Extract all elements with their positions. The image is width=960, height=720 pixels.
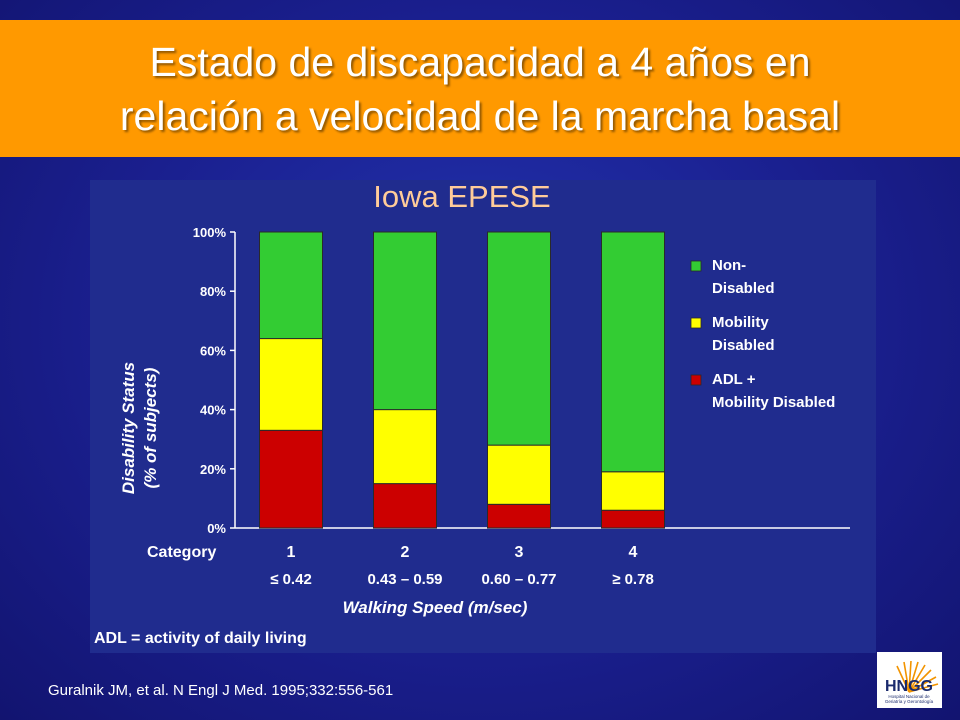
legend-label-line-1: Mobility — [712, 314, 769, 331]
x-category-label: 3 — [515, 544, 524, 561]
y-ticks: 0% 20% 40% 60% 80% 100% — [193, 225, 235, 536]
y-tick-label: 40% — [200, 403, 226, 418]
logo-subtitle-2: Geriatría y Gerontología — [885, 699, 934, 704]
y-tick-label: 20% — [200, 462, 226, 477]
x-range-label: 0.60 – 0.77 — [481, 571, 556, 588]
bar-segment-mobility-disabled-cat-1 — [259, 338, 323, 431]
category-header: Category — [147, 544, 216, 561]
legend-label-line-1: ADL + — [712, 371, 756, 388]
bar-segment-non-disabled-cat-2 — [373, 231, 437, 411]
y-tick-label: 80% — [200, 284, 226, 299]
legend-label-line-2: Disabled — [712, 337, 775, 354]
legend-swatch — [690, 260, 702, 272]
y-axis-label: Disability Status (% of subjects) — [119, 362, 160, 494]
logo-subtitle-1: Hospital Nacional de — [888, 694, 930, 699]
bar-segment-mobility-disabled-cat-3 — [487, 444, 551, 505]
stacked-bar-chart: Iowa EPESE Disability Status (% of subje… — [94, 179, 850, 647]
legend-label-line-2: Mobility Disabled — [712, 394, 835, 411]
legend-swatch — [690, 317, 702, 329]
y-tick-label: 0% — [207, 521, 226, 536]
x-range-label: ≤ 0.42 — [270, 571, 312, 588]
bar-segment-mobility-disabled-cat-2 — [373, 409, 437, 485]
legend-label-line-2: Disabled — [712, 280, 775, 297]
hngg-logo: HNGG Hospital Nacional de Geriatría y Ge… — [877, 652, 942, 708]
chart-panel: Iowa EPESE Disability Status (% of subje… — [90, 179, 876, 653]
bar-segment-non-disabled-cat-4 — [601, 231, 665, 473]
bar-segment-adl-mobility-disabled-cat-1 — [259, 429, 323, 529]
bar-segment-adl-mobility-disabled-cat-4 — [601, 509, 665, 529]
sun-rays-icon — [896, 660, 939, 693]
x-labels: 1 ≤ 0.42 2 0.43 – 0.59 3 0.60 – 0.77 4 ≥ 0.78 — [270, 544, 654, 588]
bar-segment-adl-mobility-disabled-cat-2 — [373, 483, 437, 529]
bar-segment-mobility-disabled-cat-4 — [601, 471, 665, 511]
bars — [259, 231, 665, 529]
chart-title: Iowa EPESE — [373, 180, 550, 214]
title-bar: Estado de discapacidad a 4 años en relac… — [0, 20, 960, 157]
y-axis-label-line-2: (% of subjects) — [141, 367, 160, 488]
x-category-label: 4 — [629, 544, 638, 561]
footnote: ADL = activity of daily living — [94, 630, 307, 647]
y-tick-label: 100% — [193, 225, 227, 240]
logo-text: HNGG — [885, 678, 933, 695]
legend-label-line-1: Non- — [712, 257, 746, 274]
x-axis-label: Walking Speed (m/sec) — [343, 598, 528, 617]
citation: Guralnik JM, et al. N Engl J Med. 1995;3… — [48, 682, 394, 699]
x-range-label: ≥ 0.78 — [612, 571, 654, 588]
bar-segment-adl-mobility-disabled-cat-3 — [487, 503, 551, 529]
legend-swatch — [690, 374, 702, 386]
y-tick-label: 60% — [200, 343, 226, 358]
slide-title-line-1: Estado de discapacidad a 4 años en — [149, 39, 811, 85]
x-category-label: 1 — [287, 544, 296, 561]
x-range-label: 0.43 – 0.59 — [367, 571, 442, 588]
bar-segment-non-disabled-cat-3 — [487, 231, 551, 446]
x-category-label: 2 — [401, 544, 410, 561]
y-axis-label-line-1: Disability Status — [119, 362, 138, 494]
bar-segment-non-disabled-cat-1 — [259, 231, 323, 340]
slide-title-line-2: relación a velocidad de la marcha basal — [119, 93, 841, 139]
legend: Non- Disabled Mobility Disabled ADL + Mobilit… — [690, 257, 835, 411]
